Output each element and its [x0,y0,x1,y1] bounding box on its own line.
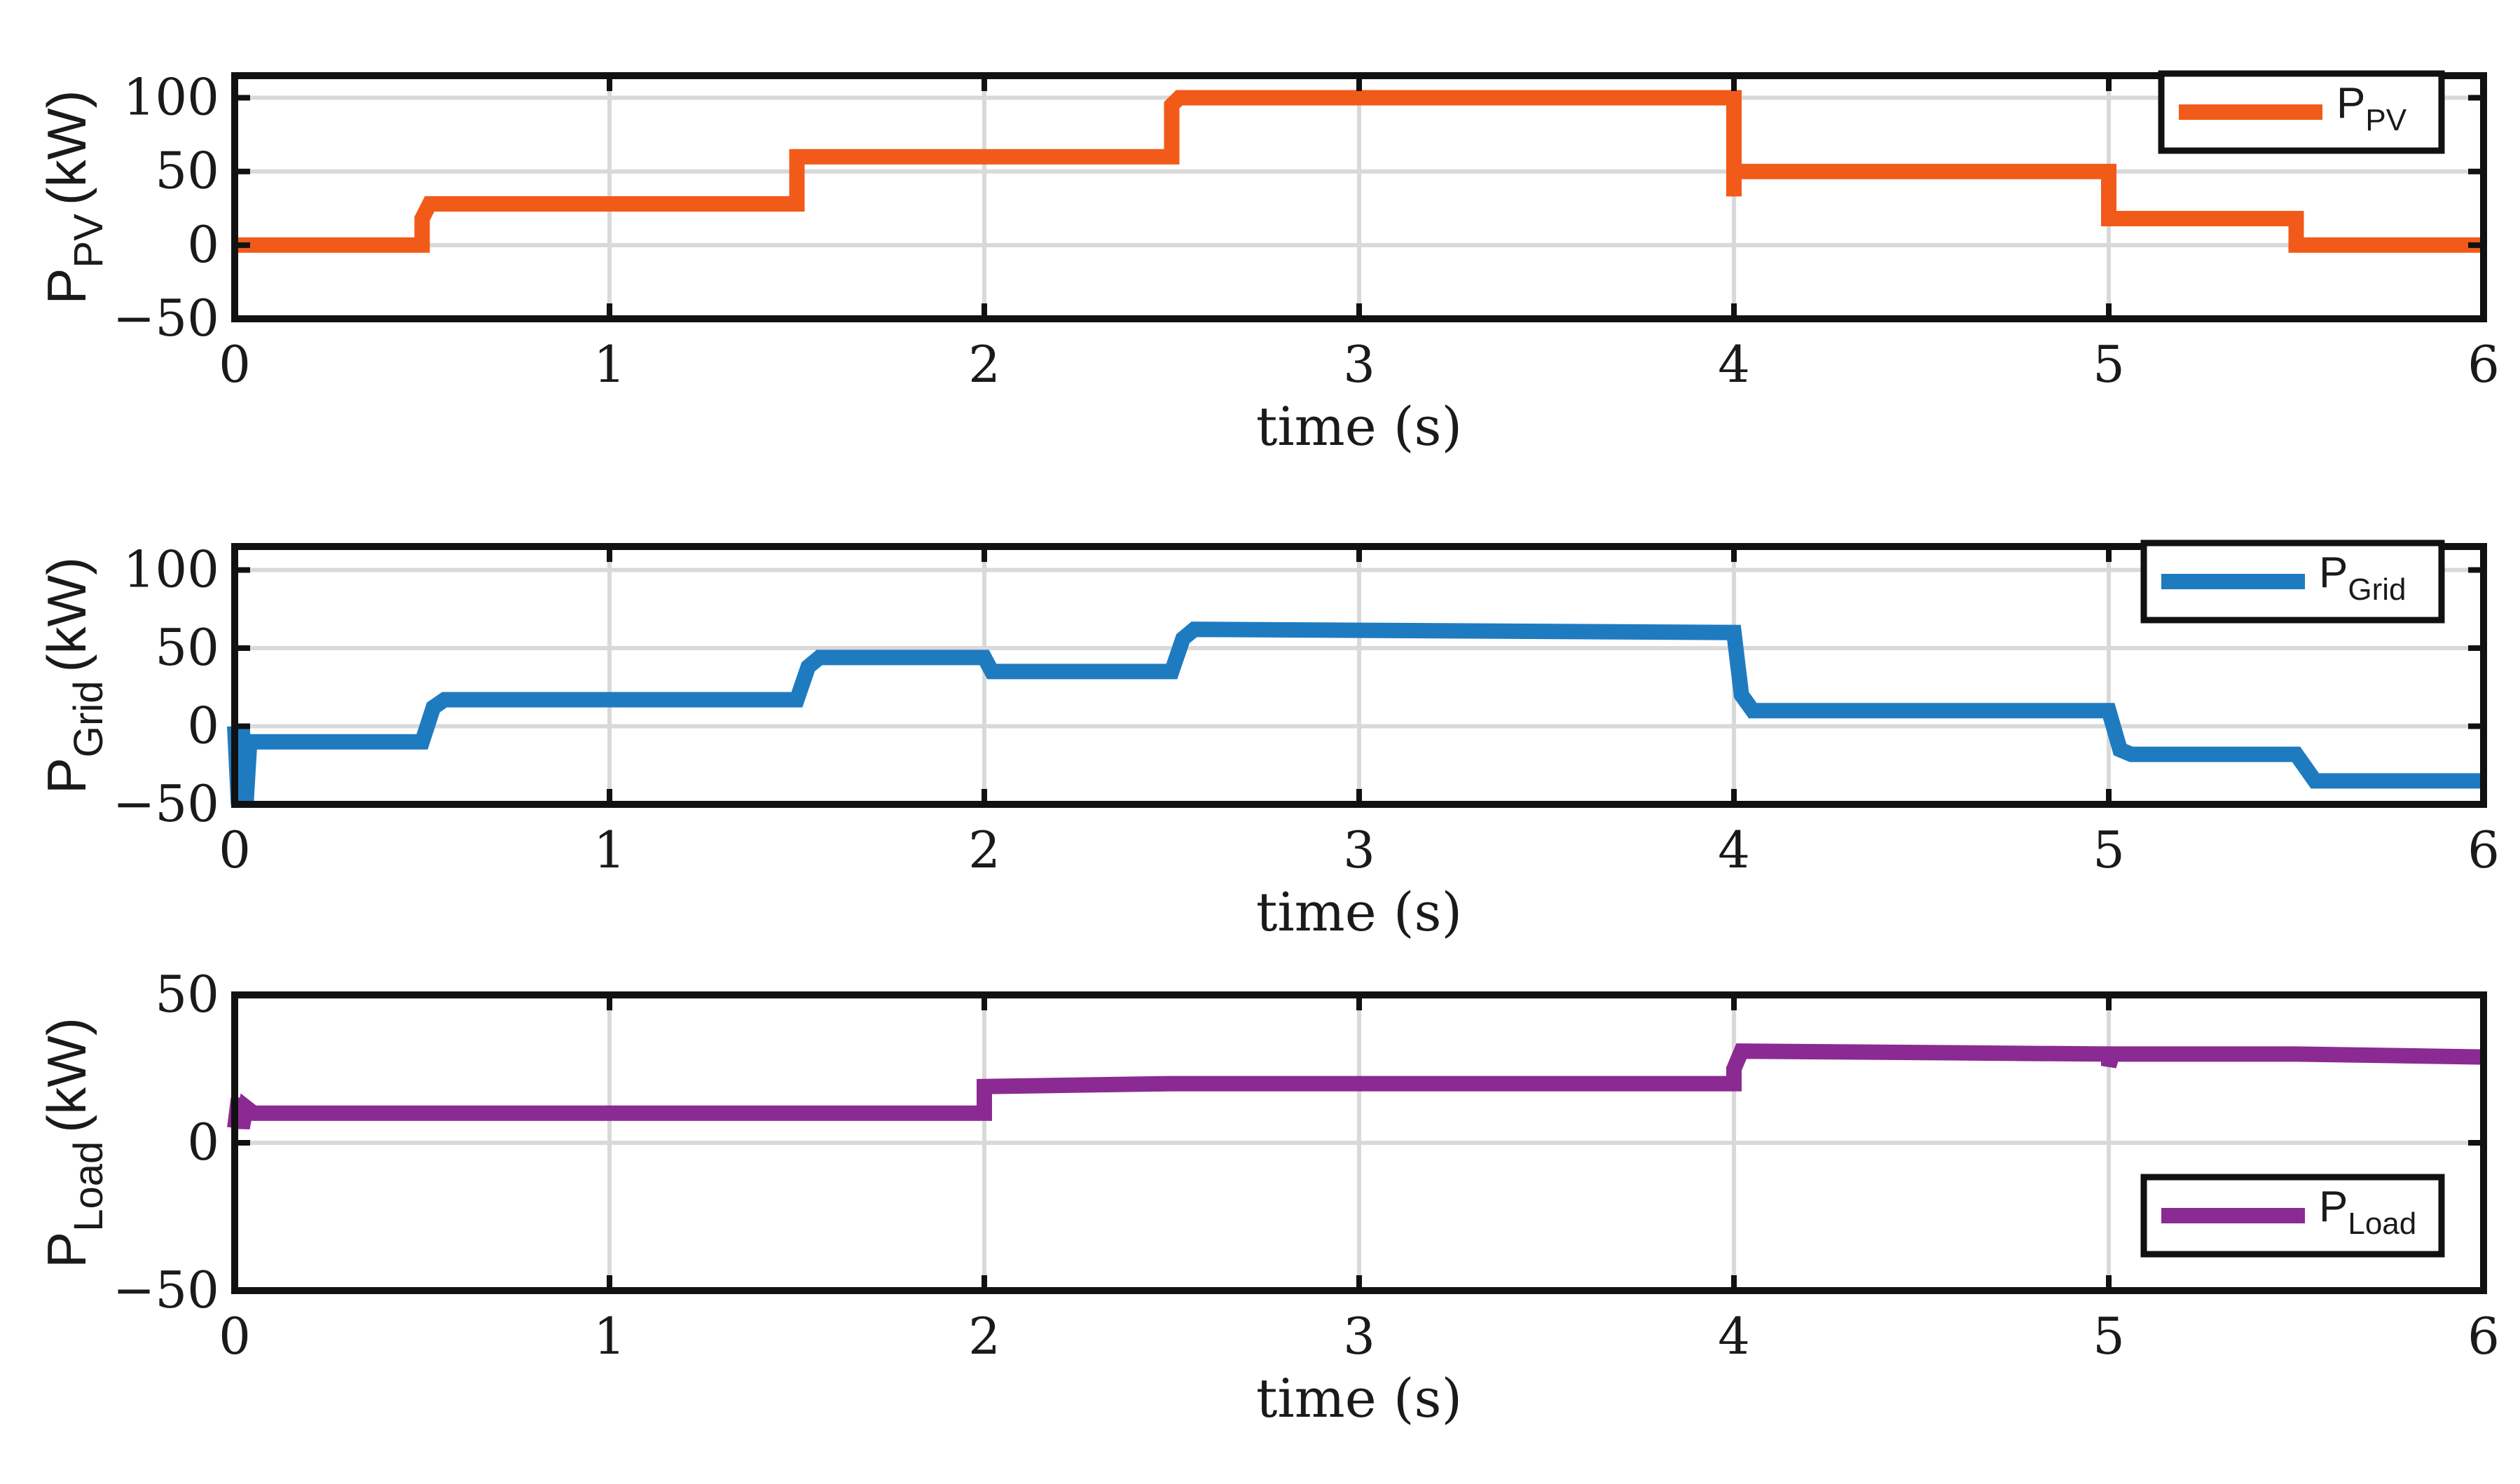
y-tick-label: 100 [123,540,219,598]
x-tick-label: 2 [968,1307,1000,1366]
x-tick-label: 1 [593,820,626,879]
y-axis-label-unit: (kW) [36,557,97,673]
legend-label-subscript: Grid [2348,572,2406,607]
y-tick-label: −50 [113,1260,219,1319]
y-axis-label-subscript: PV [66,214,111,268]
legend-label-main: P [2319,1183,2348,1231]
x-tick-label: 0 [219,335,251,394]
grid-power-series [227,621,2484,805]
y-tick-label: 50 [155,618,219,677]
series-line [235,90,2484,253]
y-tick-label: 50 [155,965,219,1024]
tick-marks [232,992,2486,1293]
series-line [227,1043,2484,1129]
legend-label: PGrid [2319,549,2406,607]
legend-label: PPV [2336,79,2407,137]
y-axis-label: PLoad (kW) [36,1017,111,1268]
x-tick-label: 4 [1718,335,1750,394]
y-axis-label-unit: (kW) [36,1017,97,1133]
y-axis-label-main: P [36,1232,97,1268]
x-tick-label: 3 [1343,335,1375,394]
y-tick-label: −50 [113,289,219,348]
legend-label-subscript: PV [2365,103,2407,137]
y-tick-label: 100 [123,68,219,127]
y-axis-label: PPV (kW) [36,90,111,305]
x-tick-label: 3 [1343,1307,1375,1366]
y-tick-label: −50 [113,774,219,833]
y-tick-label: 50 [155,142,219,200]
pv-power-series [235,90,2484,253]
x-tick-label: 1 [593,1307,626,1366]
legend-label: PLoad [2319,1183,2416,1241]
y-tick-labels: 100 50 0 −50 [113,540,219,833]
y-axis-label-subscript: Grid [66,680,111,757]
x-axis-label: time (s) [1256,1367,1462,1429]
legend: PLoad [2140,1174,2445,1258]
y-axis-label-unit: (kW) [36,90,97,206]
x-tick-labels: 0 1 2 3 4 5 6 [219,1307,2500,1366]
x-tick-label: 6 [2467,1307,2500,1366]
tick-marks [232,76,2486,322]
legend-label-main: P [2336,79,2365,128]
x-tick-label: 3 [1343,820,1375,879]
y-tick-labels: 50 0 −50 [113,965,219,1319]
x-tick-label: 5 [2093,1307,2125,1366]
y-tick-labels: 100 50 0 −50 [113,68,219,348]
legend-box [2140,1174,2445,1258]
x-tick-labels: 0 1 2 3 4 5 6 [219,820,2500,879]
x-tick-label: 2 [968,335,1000,394]
x-tick-label: 0 [219,820,251,879]
x-tick-label: 0 [219,1307,251,1366]
tick-marks [232,547,2486,807]
x-tick-label: 2 [968,820,1000,879]
x-tick-label: 4 [1718,820,1750,879]
x-tick-label: 4 [1718,1307,1750,1366]
x-tick-label: 1 [593,335,626,394]
series-line [227,621,2484,805]
x-tick-label: 5 [2093,335,2125,394]
x-tick-label: 6 [2467,335,2500,394]
y-axis-label-subscript: Load [66,1141,111,1232]
y-axis-label-main: P [36,268,97,304]
x-axis-label: time (s) [1256,881,1462,943]
y-axis-label-main: P [36,757,97,794]
x-tick-label: 6 [2467,820,2500,879]
y-tick-label: 0 [187,1113,219,1172]
legend-label-main: P [2319,549,2348,597]
x-tick-label: 5 [2093,820,2125,879]
y-axis-label: PGrid (kW) [36,557,111,794]
legend-label-subscript: Load [2348,1207,2416,1241]
x-axis-label: time (s) [1256,395,1462,458]
y-tick-label: 0 [187,696,219,755]
legend: PPV [2158,70,2445,154]
load-power-series [227,1043,2484,1129]
x-tick-labels: 0 1 2 3 4 5 6 [219,335,2500,394]
legend: PGrid [2140,540,2445,624]
y-tick-label: 0 [187,215,219,274]
